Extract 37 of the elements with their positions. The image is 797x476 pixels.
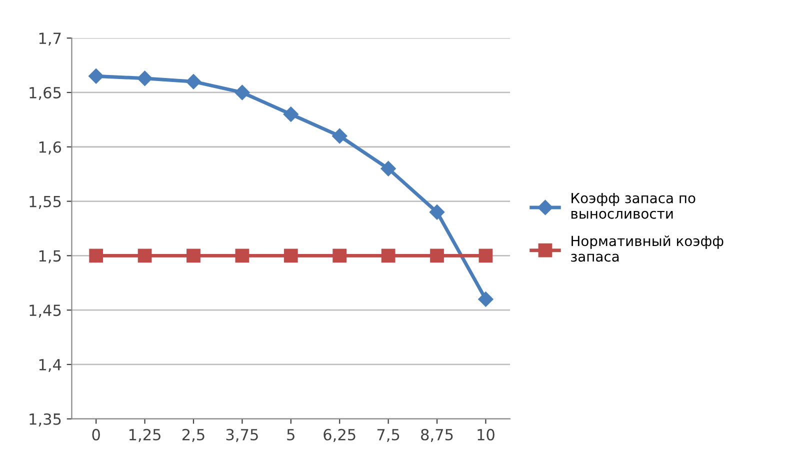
point — [380, 161, 396, 176]
point — [381, 248, 396, 263]
y-tick-label: 1,45 — [30, 304, 61, 318]
x-tick-label: 10 — [478, 428, 494, 440]
point — [332, 248, 347, 263]
point — [283, 106, 298, 122]
legend-label: Нормативный коэфф запаса — [571, 235, 724, 262]
point — [89, 248, 104, 263]
y-tick-label: 1,35 — [30, 413, 61, 426]
x-tick-label: 1,25 — [129, 428, 160, 442]
point — [430, 248, 444, 263]
point — [332, 128, 348, 144]
y-tick-label: 1,55 — [30, 196, 61, 209]
x-tick-label: 8,75 — [421, 428, 453, 442]
point — [235, 248, 250, 263]
x-tick-label: 0 — [92, 428, 100, 440]
y-tick-label: 1,4 — [39, 359, 62, 372]
point — [234, 84, 250, 100]
y-tick-label: 1,6 — [39, 141, 62, 154]
y-tick-label: 1,65 — [30, 86, 61, 100]
y-tick-label: 1,5 — [39, 250, 61, 264]
point — [138, 248, 152, 263]
x-tick-label: 7,5 — [377, 429, 400, 442]
legend-label: Коэфф запаса по выносливости — [571, 192, 696, 219]
point — [429, 204, 445, 220]
y-tick-label: 1,7 — [39, 32, 61, 46]
x-tick-label: 5 — [287, 429, 294, 440]
point — [284, 248, 298, 263]
x-tick-label: 2,5 — [182, 428, 204, 442]
point — [478, 248, 493, 263]
point — [186, 248, 200, 263]
point — [478, 292, 494, 307]
point — [88, 68, 104, 84]
point — [137, 70, 152, 86]
x-tick-label: 6,25 — [324, 428, 356, 442]
x-tick-label: 3,75 — [226, 428, 258, 442]
point — [186, 74, 202, 90]
